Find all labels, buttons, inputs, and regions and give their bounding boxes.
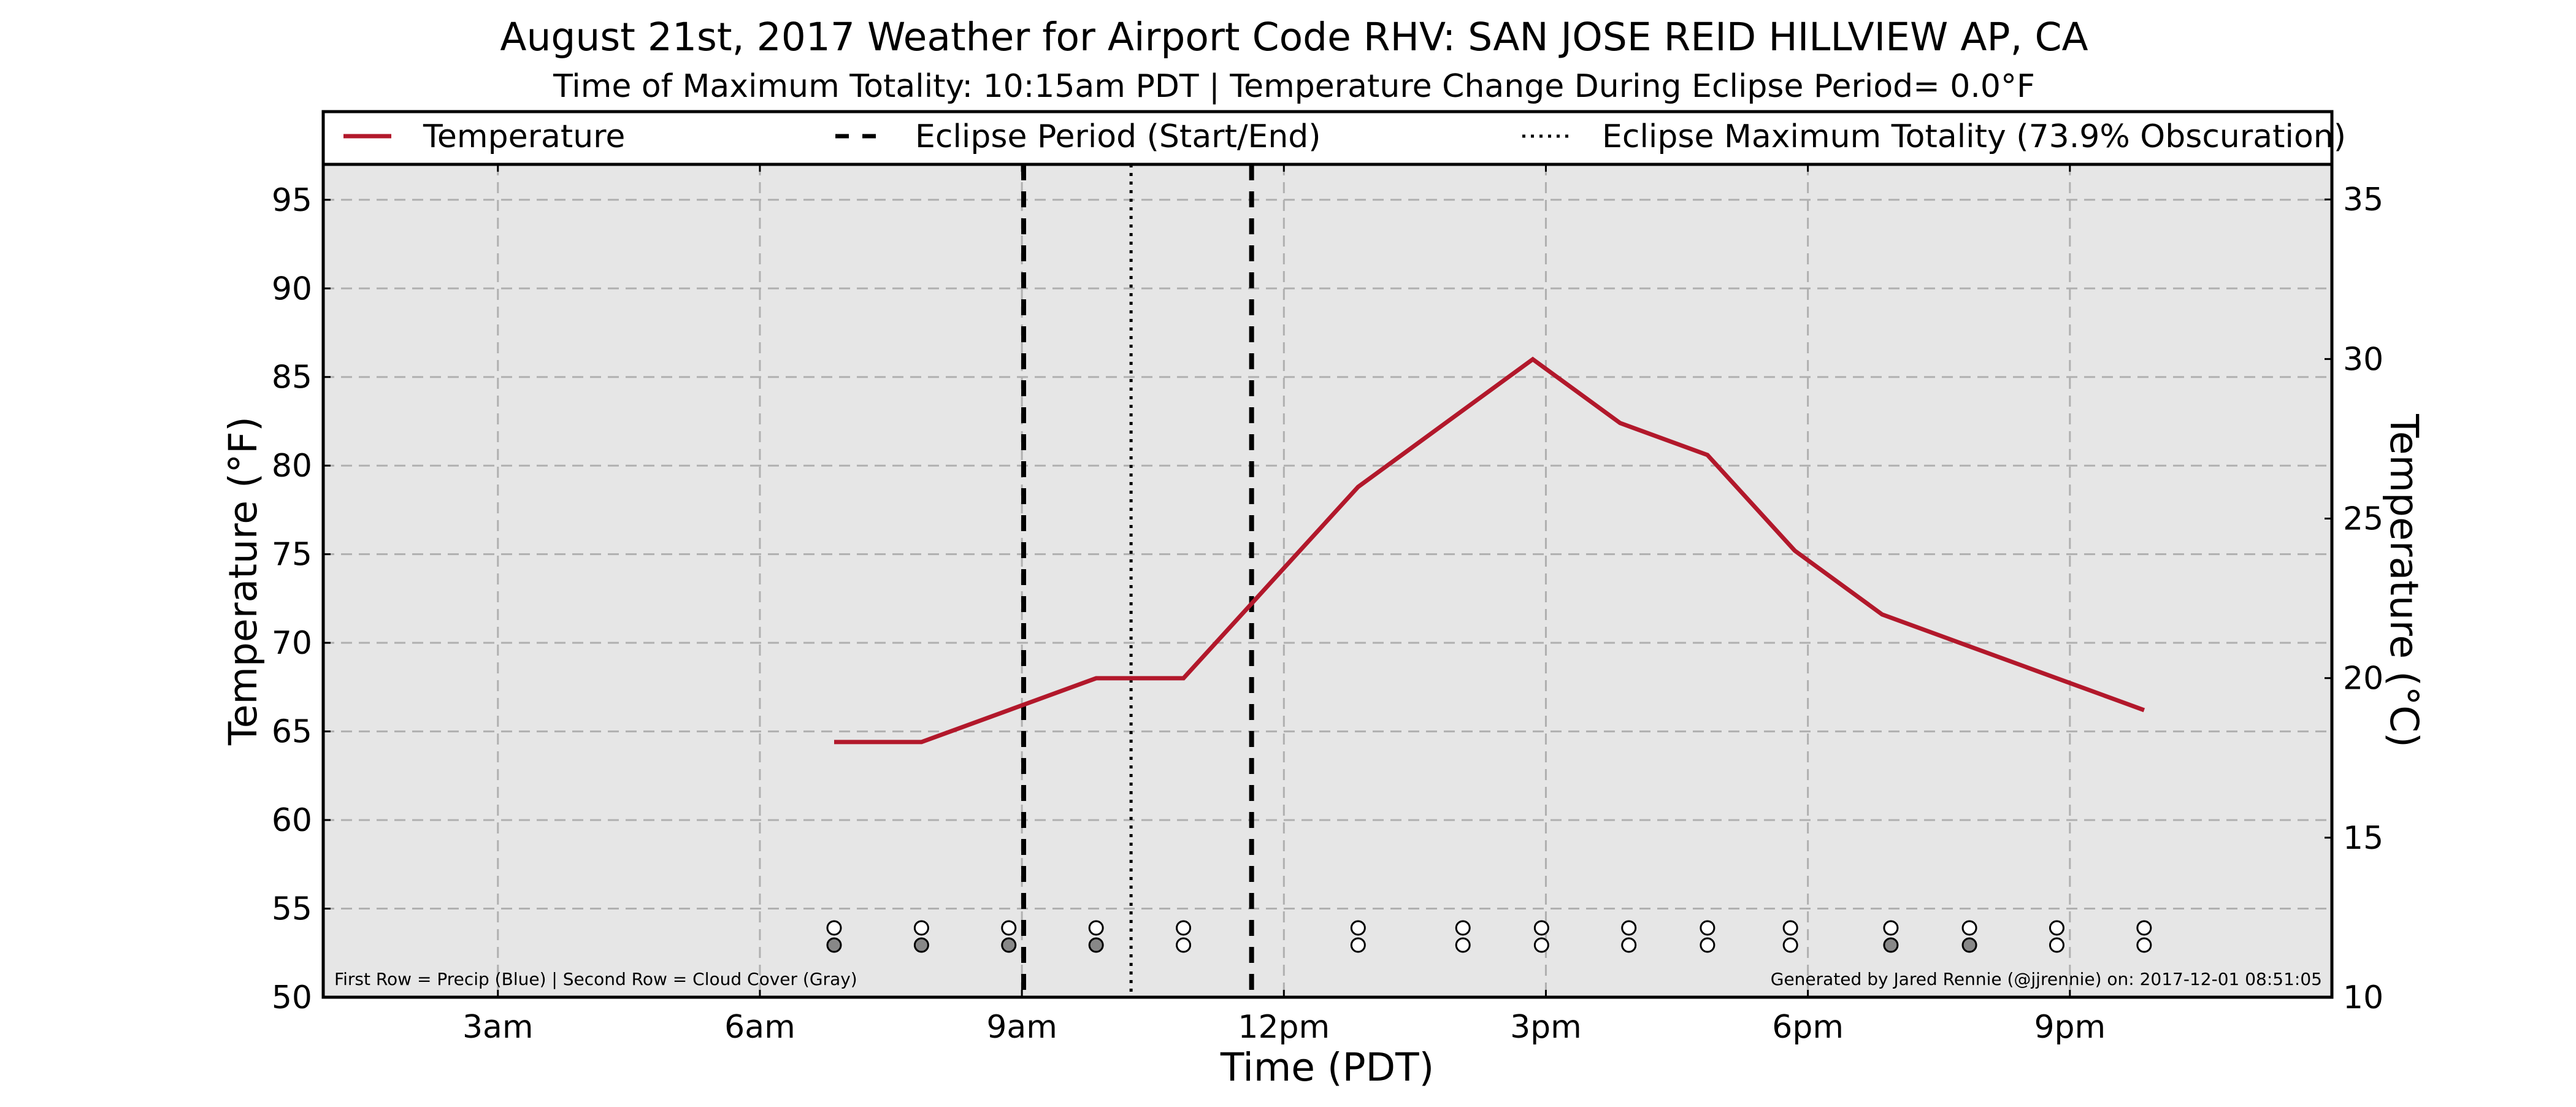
observation-rows [826,920,2152,953]
precip-marker [1700,920,1715,936]
cloud-cover-marker [2049,937,2064,953]
x-tick-label: 9am [986,1009,1057,1046]
x-tick-label: 6am [724,1009,795,1046]
y-tick-label: 90 [272,270,312,307]
y2-tick-label: 30 [2343,341,2383,378]
y2-tick-label: 35 [2343,182,2383,218]
y2-tick-label: 20 [2343,661,2383,697]
cloud-cover-marker [1961,937,1977,953]
cloud-cover-marker [913,937,929,953]
legend: Temperature Eclipse Period (Start/End) E… [321,110,2346,166]
y-tick-label: 50 [272,979,312,1016]
cloud-cover-marker [1350,937,1366,953]
chart-subtitle: Time of Maximum Totality: 10:15am PDT | … [553,68,2035,105]
cloud-cover-marker [1455,937,1471,953]
precip-marker [1533,920,1549,936]
precip-marker [1883,920,1899,936]
x-tick-label: 6pm [1772,1009,1844,1046]
y-tick-label: 95 [272,182,312,219]
x-tick-label: 9pm [2034,1009,2106,1046]
precip-marker [1176,920,1192,936]
cloud-cover-marker [1176,937,1192,953]
plot-background [323,164,2332,997]
precip-marker [1782,920,1798,936]
y2-axis-label: Temperature (°C) [2382,413,2426,748]
x-tick-label: 12pm [1238,1009,1330,1046]
y-tick-label: 85 [272,359,312,396]
axis-ticks: 3am 6am 9am 12pm 3pm 6pm 9pm 50 55 60 65 70 75 80 85 90… [272,164,2383,1046]
temperature-line [834,356,2145,745]
cloud-cover-marker [1533,937,1549,953]
grid-lines [323,164,2332,997]
legend-eclipse-period-label: Eclipse Period (Start/End) [915,118,1321,155]
x-tick-label: 3pm [1510,1009,1582,1046]
precip-marker [2049,920,2064,936]
y2-tick-label: 10 [2343,979,2383,1016]
cloud-cover-marker [1782,937,1798,953]
y-tick-label: 65 [272,714,312,751]
footnote-left: First Row = Precip (Blue) | Second Row =… [334,969,857,989]
x-tick-label: 3am [462,1009,534,1046]
temperature-series [834,356,2145,745]
y-tick-label: 75 [272,537,312,573]
precip-marker [1350,920,1366,936]
precip-marker [1088,920,1104,936]
cloud-cover-marker [2136,937,2152,953]
y-tick-label: 70 [272,625,312,662]
y-tick-label: 55 [272,891,312,928]
cloud-cover-marker [1001,937,1017,953]
precip-marker [1001,920,1017,936]
precip-marker [826,920,842,936]
precip-marker [1455,920,1471,936]
precip-marker [913,920,929,936]
cloud-cover-marker [1883,937,1899,953]
cloud-cover-marker [1621,937,1637,953]
cloud-cover-marker [1700,937,1715,953]
y2-tick-label: 25 [2343,501,2383,538]
precip-marker [1961,920,1977,936]
precip-marker [2136,920,2152,936]
legend-max-totality-label: Eclipse Maximum Totality (73.9% Obscurat… [1602,118,2346,155]
cloud-cover-marker [1088,937,1104,953]
y-axis-label: Temperature (°F) [221,416,266,746]
y2-tick-label: 15 [2343,820,2383,857]
x-axis-label: Time (PDT) [1220,1045,1434,1090]
chart-title: August 21st, 2017 Weather for Airport Co… [500,15,2088,59]
legend-box [321,110,2334,166]
cloud-cover-marker [826,937,842,953]
y-tick-label: 60 [272,802,312,839]
precip-marker [1621,920,1637,936]
footnote-right: Generated by Jared Rennie (@jjrennie) on… [1771,969,2322,989]
y-tick-label: 80 [272,448,312,485]
legend-temperature-label: Temperature [423,118,625,155]
eclipse-markers [1021,164,1254,997]
